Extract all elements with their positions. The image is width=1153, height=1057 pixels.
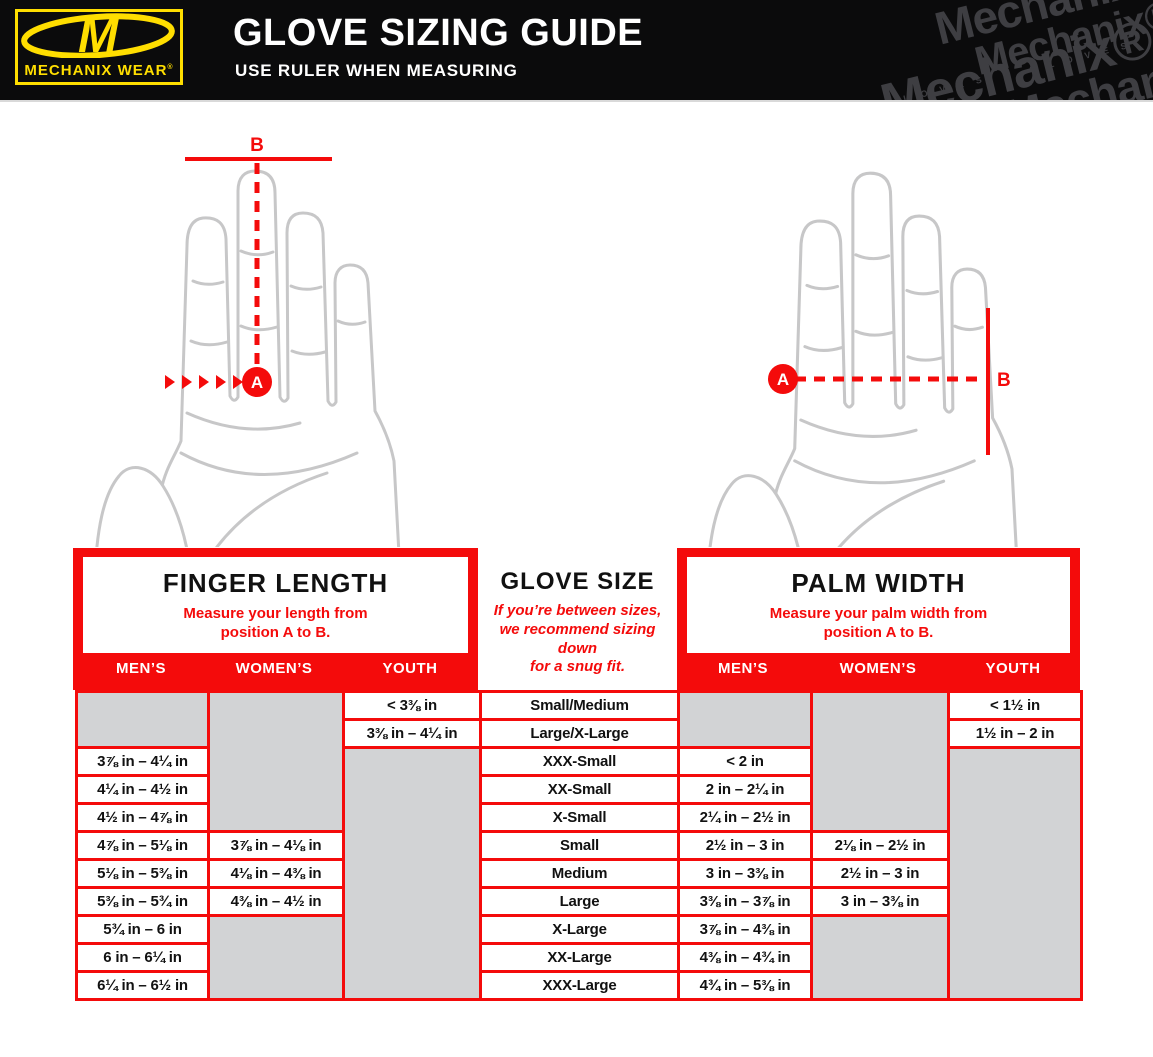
size-range-cell: XXX-Small bbox=[479, 746, 680, 777]
size-range-cell: 6¼ in – 6½ in bbox=[75, 970, 210, 1001]
size-range-cell: < 1½ in bbox=[947, 690, 1083, 721]
palm-width-hand-diagram: B A bbox=[705, 171, 1020, 547]
size-range-cell: XX-Small bbox=[479, 774, 680, 805]
empty-range-cell bbox=[207, 690, 345, 833]
section-subtitle: Measure your length from position A to B… bbox=[183, 604, 368, 641]
size-range-cell: 4¾ in – 5⅜ in bbox=[677, 970, 813, 1001]
size-range-cell: 3⅜ in – 3⅞ in bbox=[677, 886, 813, 917]
point-a-label: A bbox=[777, 370, 789, 389]
point-b-label: B bbox=[250, 135, 264, 156]
column-palm-womens: 2⅛ in – 2½ in 2½ in – 3 in 3 in – 3⅜ in bbox=[810, 690, 950, 1001]
point-a-marker bbox=[242, 367, 272, 397]
section-title: PALM WIDTH bbox=[791, 567, 966, 598]
size-range-cell: 4¼ in – 4½ in bbox=[75, 774, 210, 805]
size-range-cell: < 3⅜ in bbox=[342, 690, 482, 721]
column-palm-youth: < 1½ in 1½ in – 2 in bbox=[947, 690, 1083, 1001]
sizing-table: 3⅞ in – 4¼ in 4¼ in – 4½ in 4½ in – 4⅞ in 4… bbox=[0, 690, 1153, 1005]
section-title: FINGER LENGTH bbox=[162, 567, 389, 598]
size-range-cell: XX-Large bbox=[479, 942, 680, 973]
size-range-cell: 3⅞ in – 4¼ in bbox=[75, 746, 210, 777]
size-range-cell: 5⅜ in – 5¾ in bbox=[75, 886, 210, 917]
point-a-marker bbox=[768, 364, 798, 394]
size-range-cell: 3⅞ in – 4⅜ in bbox=[677, 914, 813, 945]
column-finger-mens: 3⅞ in – 4¼ in 4¼ in – 4½ in 4½ in – 4⅞ in 4… bbox=[75, 690, 210, 1001]
size-range-cell: Large/X-Large bbox=[479, 718, 680, 749]
size-range-cell: 3 in – 3⅜ in bbox=[677, 858, 813, 889]
size-range-cell: 2¼ in – 2½ in bbox=[677, 802, 813, 833]
column-palm-mens: < 2 in 2 in – 2¼ in 2¼ in – 2½ in 2½ in – 3… bbox=[677, 690, 813, 1001]
column-header-womens: WOMEN’S bbox=[839, 660, 917, 677]
size-range-cell: 2⅛ in – 2½ in bbox=[810, 830, 950, 861]
empty-range-cell bbox=[677, 690, 813, 749]
palm-width-title-panel: PALM WIDTH Measure your palm width from … bbox=[687, 557, 1070, 653]
point-a-label: A bbox=[251, 373, 263, 392]
finger-length-header-box: FINGER LENGTH Measure your length from p… bbox=[73, 548, 478, 690]
page-title: GLOVE SIZING GUIDE bbox=[233, 12, 644, 54]
size-range-cell: 3⅜ in – 4¼ in bbox=[342, 718, 482, 749]
svg-text:M: M bbox=[78, 12, 119, 58]
empty-range-cell bbox=[75, 690, 210, 749]
section-title: GLOVE SIZE bbox=[500, 568, 655, 595]
size-range-cell: 5¾ in – 6 in bbox=[75, 914, 210, 945]
size-range-cell: X-Large bbox=[479, 914, 680, 945]
point-b-label: B bbox=[997, 370, 1011, 391]
size-range-cell: 4⅜ in – 4½ in bbox=[207, 886, 345, 917]
column-header-womens: WOMEN’S bbox=[235, 660, 313, 677]
column-glove-size: Small/Medium Large/X-Large XXX-Small XX-Sma… bbox=[479, 690, 680, 1001]
column-header-youth: YOUTH bbox=[985, 660, 1041, 677]
size-range-cell: Medium bbox=[479, 858, 680, 889]
size-range-cell: Large bbox=[479, 886, 680, 917]
page-subtitle: USE RULER WHEN MEASURING bbox=[235, 61, 518, 80]
logo-brand-text: MECHANIX WEAR® bbox=[24, 62, 174, 79]
finger-length-hand-diagram: B A bbox=[95, 135, 402, 547]
size-range-cell: X-Small bbox=[479, 802, 680, 833]
header-bar: Mechanix Mechanix® Mechanix® Mechanix G L O … bbox=[0, 0, 1153, 102]
size-range-cell: 5⅛ in – 5⅜ in bbox=[75, 858, 210, 889]
mechanix-m-icon: M bbox=[21, 10, 175, 63]
size-range-cell: 3 in – 3⅜ in bbox=[810, 886, 950, 917]
column-header-mens: MEN’S bbox=[115, 660, 167, 677]
size-range-cell: < 2 in bbox=[677, 746, 813, 777]
size-range-cell: 3⅞ in – 4⅛ in bbox=[207, 830, 345, 861]
section-subtitle: Measure your palm width from position A … bbox=[769, 604, 988, 641]
size-range-cell: 4⅜ in – 4¾ in bbox=[677, 942, 813, 973]
empty-range-cell bbox=[810, 690, 950, 833]
measure-arrows-icon bbox=[165, 375, 243, 389]
column-header-youth: YOUTH bbox=[382, 660, 438, 677]
size-range-cell: XXX-Large bbox=[479, 970, 680, 1001]
registered-mark: ® bbox=[167, 64, 174, 71]
empty-range-cell bbox=[810, 914, 950, 1001]
empty-range-cell bbox=[947, 746, 1083, 1001]
column-finger-youth: < 3⅜ in 3⅜ in – 4¼ in bbox=[342, 690, 482, 1001]
palm-width-header-box: PALM WIDTH Measure your palm width from … bbox=[677, 548, 1080, 690]
empty-range-cell bbox=[207, 914, 345, 1001]
size-range-cell: 2½ in – 3 in bbox=[677, 830, 813, 861]
column-header-mens: MEN’S bbox=[717, 660, 769, 677]
size-range-cell: 6 in – 6¼ in bbox=[75, 942, 210, 973]
column-finger-womens: 3⅞ in – 4⅛ in 4⅛ in – 4⅜ in 4⅜ in – 4½ in bbox=[207, 690, 345, 1001]
glove-size-header: GLOVE SIZE If you’re between sizes, we r… bbox=[478, 548, 677, 690]
size-range-cell: 4⅞ in – 5⅛ in bbox=[75, 830, 210, 861]
finger-length-title-panel: FINGER LENGTH Measure your length from p… bbox=[83, 557, 468, 653]
watermark-pattern: Mechanix Mechanix® Mechanix® Mechanix G L O … bbox=[823, 0, 1153, 100]
section-subtitle: If you’re between sizes, we recommend si… bbox=[493, 602, 662, 676]
size-range-cell: 4⅛ in – 4⅜ in bbox=[207, 858, 345, 889]
size-range-cell: 2½ in – 3 in bbox=[810, 858, 950, 889]
size-range-cell: Small bbox=[479, 830, 680, 861]
size-range-cell: 1½ in – 2 in bbox=[947, 718, 1083, 749]
size-range-cell: Small/Medium bbox=[479, 690, 680, 721]
mechanix-logo: M MECHANIX WEAR® bbox=[15, 9, 183, 85]
empty-range-cell bbox=[342, 746, 482, 1001]
size-range-cell: 2 in – 2¼ in bbox=[677, 774, 813, 805]
size-range-cell: 4½ in – 4⅞ in bbox=[75, 802, 210, 833]
